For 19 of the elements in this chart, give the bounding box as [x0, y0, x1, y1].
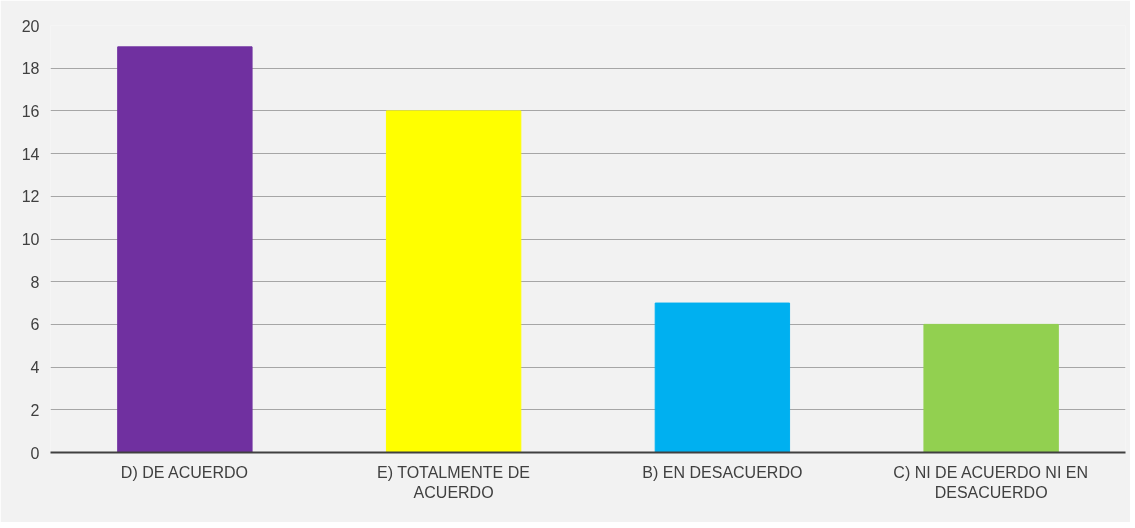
y-tick-label: 14: [21, 145, 40, 163]
y-tick-label: 12: [21, 188, 40, 206]
bar: [923, 323, 1059, 453]
y-tick-label: 16: [21, 102, 40, 120]
y-tick-label: 8: [30, 273, 40, 291]
x-tick-label: C) NI DE ACUERDO NI EN DESACUERDO: [893, 463, 1089, 501]
y-tick-label: 0: [30, 444, 40, 462]
y-tick-label: 2: [30, 401, 40, 419]
x-tick-label: E) TOTALMENTE DE ACUERDO: [377, 463, 530, 501]
y-tick-label: 20: [21, 17, 40, 35]
x-tick-label: B) EN DESACUERDO: [642, 463, 803, 481]
bar: [654, 302, 791, 453]
y-tick-label: 18: [21, 60, 40, 78]
bar: [385, 110, 522, 453]
y-tick-label: 6: [30, 316, 40, 334]
x-tick-label: D) DE ACUERDO: [120, 463, 248, 481]
bar: [117, 46, 253, 453]
y-tick-label: 10: [21, 231, 40, 248]
y-tick-label: 4: [30, 359, 40, 377]
